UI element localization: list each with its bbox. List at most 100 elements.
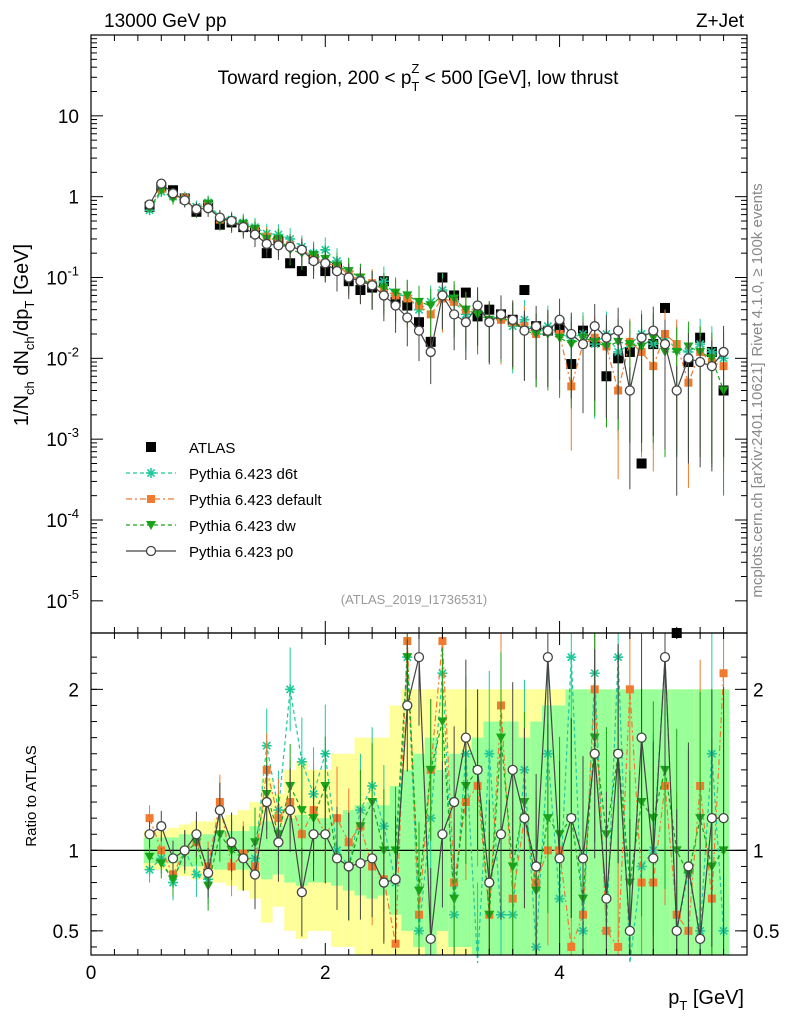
ylabel-c: /dp [11,309,33,337]
point-p0 [402,312,413,323]
point-p0 [519,325,530,336]
point-p0 [179,195,190,206]
point-p0 [566,328,577,340]
point-p0 [554,314,565,325]
point-p0 [366,280,378,291]
point-p0 [156,178,167,189]
ratio-point-d6t [484,748,495,759]
ytick-base: 1 [68,188,79,209]
ytick-exp: -4 [67,506,79,521]
ratio-point-p0 [437,829,448,840]
ratio-point-p0 [636,732,647,743]
plot-title-post: < 500 [GeV], low thrust [419,68,619,89]
plot-title: Toward region, 200 < pTZ < 500 [GeV], lo… [218,61,620,94]
ratio-point-d6t [566,652,577,663]
ratio-point-p0 [612,748,624,759]
xlabel-b: [GeV] [687,987,744,1009]
ratio-point-d6t [191,869,202,880]
x-axis-label: pT [GeV] [668,987,744,1013]
ratio-point-p0 [425,933,436,945]
legend-label-default: Pythia 6.423 default [189,492,322,509]
ratio-point-p0 [296,887,308,898]
ratio-point-p0 [542,652,554,663]
ratio-point-p0 [167,853,179,864]
ratio-line-d6t [149,657,725,964]
lower-ylabel: Ratio to ATLAS [23,745,40,846]
point-atlas [636,458,647,469]
ratio-point-p0 [566,813,577,824]
ytick-exp: -2 [67,344,79,359]
legend-marker-atlas [146,442,156,452]
point-p0 [706,361,718,372]
point-atlas [660,302,670,313]
ratio-point-p0 [706,813,718,824]
lower-ytick-label-right: 0.5 [753,922,779,943]
ratio-point-dw [168,875,178,885]
ytick-exp: -5 [67,587,79,602]
ratio-point-p0 [694,933,706,945]
point-p0 [577,338,589,350]
point-p0 [226,215,237,227]
ratio-point-d6t-stroke [485,749,494,758]
ratio-point-dw [414,886,424,896]
x-tick-label: 0 [86,963,97,984]
ratio-point-dw [542,814,553,824]
ratio-point-p0 [577,853,589,864]
lower-panel-layer [91,633,747,964]
ylabel-b-sub: ch [22,336,37,350]
point-p0 [437,290,448,301]
point-p0 [484,317,495,328]
ratio-point-p0 [390,874,401,885]
ytick-base: 10 [46,349,67,370]
ratio-point-p0 [648,853,659,864]
point-p0 [601,332,612,343]
ratio-point-dw [507,862,518,872]
x-tick-label: 2 [320,963,331,984]
point-p0 [542,325,554,336]
point-p0 [355,276,366,287]
ratio-point-p0 [249,869,261,880]
analysis-id: (ATLAS_2019_I1736531) [341,592,487,607]
ratio-point-p0 [320,829,331,840]
legend-marker-p0 [145,545,157,557]
ratio-point-p0 [284,804,296,816]
mcplots-label: mcplots.cern.ch [arXiv:2401.10621] [749,362,766,597]
ratio-point-p0 [683,861,694,872]
point-p0 [214,212,226,223]
ratio-point-p0 [519,813,530,824]
ratio-point-d6t [285,684,296,695]
point-p0 [296,244,308,255]
ratio-point-p0 [308,829,319,840]
ratio-point-p0 [273,837,284,848]
x-tick-label: 4 [554,963,565,984]
lower-ytick-label-right: 2 [753,680,764,701]
ratio-point-p0 [402,700,413,711]
ratio-point-p0 [378,877,390,888]
legend-label-dw: Pythia 6.423 dw [189,518,296,535]
point-p0 [448,309,460,320]
ratio-point-d6t-stroke [192,870,201,879]
ratio-point-p0 [238,853,249,864]
ratio-point-d6t-stroke [285,685,295,694]
point-p0 [273,240,284,251]
ratio-point-p0 [495,829,507,840]
point-p0 [167,188,179,199]
ratio-point-dw [496,733,506,743]
ratio-point-d6t [144,864,155,875]
ratio-point-dw [425,765,436,775]
point-p0 [683,353,694,364]
ratio-point-p0 [530,861,542,872]
point-atlas [519,285,530,296]
legend-marker-dw [146,521,156,530]
point-p0 [472,300,483,311]
ratio-point-d6t-stroke [567,652,576,662]
point-dw [402,291,413,301]
point-p0 [530,321,542,332]
point-p0 [413,325,425,336]
point-p0 [718,346,729,358]
ratio-point-d6t-stroke [297,757,307,766]
ratio-point-p0 [589,748,600,759]
lower-ytick-label: 2 [68,680,79,701]
